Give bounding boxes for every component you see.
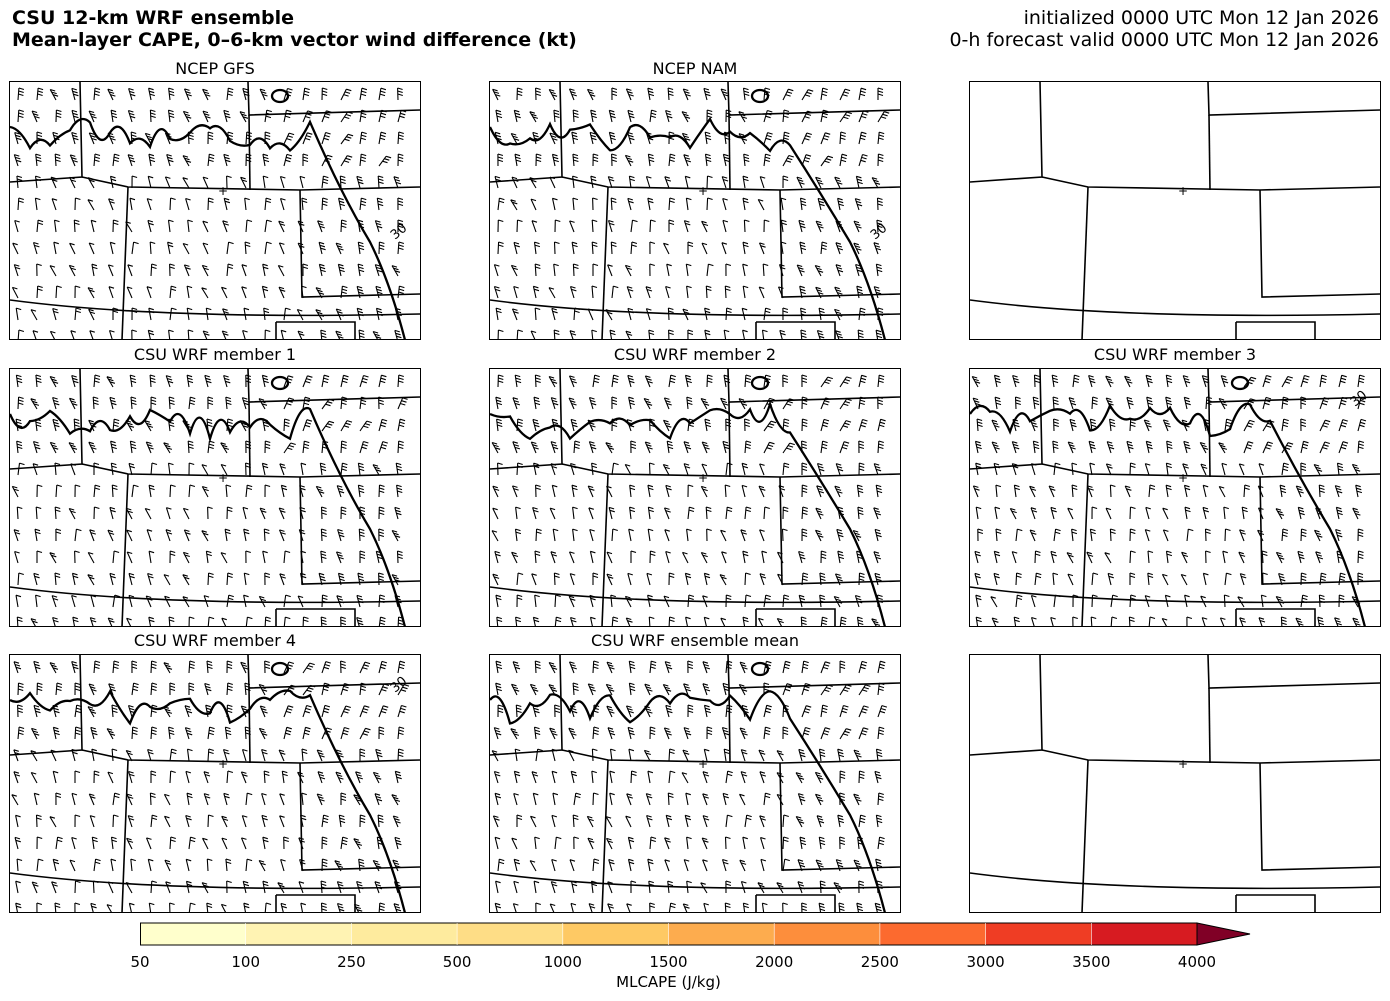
city-marker-icon: + [218,184,228,198]
map-canvas: + [970,82,1380,339]
colorbar-segment [985,923,1092,945]
colorbar-segment [245,923,352,945]
colorbar-segment [351,923,458,945]
panel-title: CSU WRF ensemble mean [590,631,799,650]
map-panel: +30 [9,81,421,340]
map-panel: + [9,368,421,627]
colorbar-tick-label: 250 [337,953,366,971]
city-marker-icon: + [218,471,228,485]
colorbar-tick-label: 2000 [755,953,794,971]
panel-title: CSU WRF member 4 [133,631,297,650]
valid-time: 0-h forecast valid 0000 UTC Mon 12 Jan 2… [949,29,1379,51]
map-canvas: +30 [10,82,420,339]
panel-title: CSU WRF member 1 [133,345,297,364]
contour-label: 30 [868,221,890,243]
map-panel: +3030 [9,654,421,913]
colorbar-tick-label: 3500 [1072,953,1111,971]
colorbar-segment [457,923,564,945]
panel-title: CSU WRF member 2 [613,345,777,364]
colorbar-tick-label: 50 [130,953,150,971]
map-canvas: + [10,369,420,626]
panel-title: CSU WRF member 3 [1093,345,1257,364]
map-panel: +30 [489,81,901,340]
colorbar-tick-label: 3000 [966,953,1005,971]
city-marker-icon: + [1178,471,1188,485]
colorbar-tick-label: 4000 [1177,953,1217,971]
contour-label: 30 [388,221,410,243]
city-marker-icon: + [1178,184,1188,198]
colorbar [140,922,1251,946]
colorbar-segment [668,923,775,945]
colorbar-tick-label: 2500 [860,953,899,971]
map-panel: + [969,654,1381,913]
city-marker-icon: + [1178,757,1188,771]
title-line-1: CSU 12-km WRF ensemble [12,7,294,29]
colorbar-segment [562,923,669,945]
colorbar-tick-label: 100 [231,953,261,971]
map-canvas: + [490,655,900,912]
city-marker-icon: + [698,471,708,485]
colorbar-segment [879,923,987,945]
colorbar-tick-label: 500 [442,953,472,971]
title-line-2: Mean-layer CAPE, 0–6-km vector wind diff… [12,29,577,51]
map-canvas: +30 [490,82,900,339]
contour-label: 30 [1348,388,1370,410]
colorbar-segment [1091,923,1198,945]
colorbar-segment [774,923,881,945]
map-panel: +3030 [969,368,1381,627]
map-canvas: +3030 [10,655,420,912]
init-time: initialized 0000 UTC Mon 12 Jan 2026 [1023,7,1379,29]
map-panel: + [489,654,901,913]
city-marker-icon: + [698,184,708,198]
map-panel: + [969,81,1381,340]
city-marker-icon: + [218,757,228,771]
city-marker-icon: + [698,757,708,771]
map-canvas: + [970,655,1380,912]
colorbar-tick-label: 1000 [543,953,582,971]
map-canvas: + [490,369,900,626]
panel-title: NCEP GFS [175,59,255,78]
contour-label: 30 [388,674,410,696]
colorbar-tick-label: 1500 [649,953,688,971]
colorbar-extend-arrow [1196,922,1251,946]
map-panel: + [489,368,901,627]
colorbar-segment [140,923,247,945]
valid-time-block: initialized 0000 UTC Mon 12 Jan 2026 0-h… [949,7,1379,51]
colorbar-label: MLCAPE (J/kg) [616,973,721,991]
map-canvas: +3030 [970,369,1380,626]
figure-title: CSU 12-km WRF ensemble Mean-layer CAPE, … [12,7,577,51]
panel-title: NCEP NAM [652,59,738,78]
